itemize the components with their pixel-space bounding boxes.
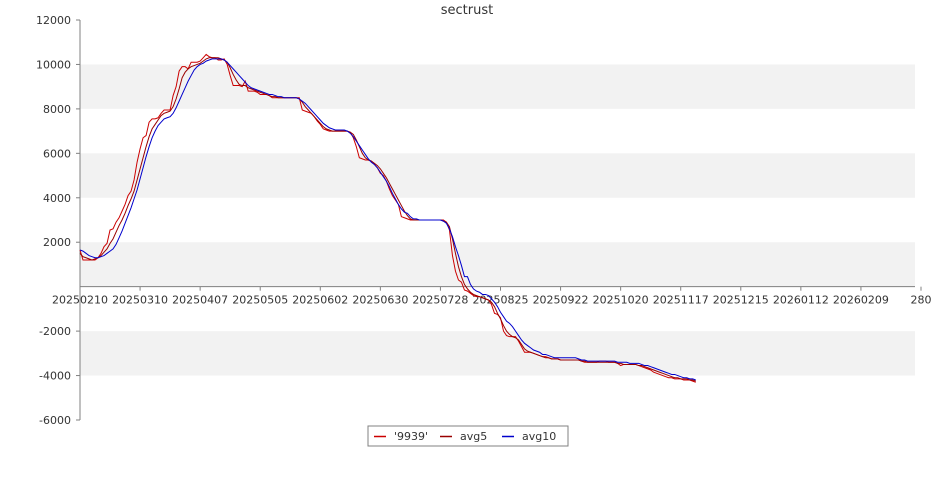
grid-band bbox=[80, 331, 915, 376]
legend: '9939' avg5 avg10 bbox=[367, 425, 569, 447]
y-tick-label: 2000 bbox=[43, 236, 71, 249]
y-tick-label: 6000 bbox=[43, 147, 71, 160]
grid-band bbox=[80, 242, 915, 287]
x-tick-label: 20250602 bbox=[292, 294, 348, 307]
chart-title: sectrust bbox=[441, 3, 493, 18]
x-tick-label: 20250210 bbox=[52, 294, 108, 307]
y-tick-label: -4000 bbox=[39, 370, 71, 383]
x-tick-label: 20250407 bbox=[172, 294, 228, 307]
grid-band bbox=[80, 153, 915, 198]
x-tick-label: 20260112 bbox=[773, 294, 829, 307]
series-lines bbox=[79, 53, 696, 383]
series-line-3 bbox=[79, 58, 696, 381]
y-tick-label: 10000 bbox=[36, 58, 71, 71]
legend-box bbox=[367, 425, 569, 447]
x-tick-labels: 20250210 20250310 20250407 20250505 20250602… bbox=[52, 286, 932, 307]
axes bbox=[79, 20, 915, 420]
grid-band bbox=[80, 64, 915, 109]
grid-bands bbox=[80, 64, 915, 376]
legend-label: '9939' bbox=[394, 430, 428, 443]
y-tick-labels: -6000 -4000 -2000 2000 4000 6000 8000 10000 1200… bbox=[36, 14, 80, 427]
x-tick-label: 20251117 bbox=[653, 294, 709, 307]
y-tick-label: -2000 bbox=[39, 325, 71, 338]
x-tick-label: 280 bbox=[911, 294, 932, 307]
x-tick-label: 20250310 bbox=[112, 294, 168, 307]
y-tick-label: 8000 bbox=[43, 103, 71, 116]
x-tick-label: 20250922 bbox=[533, 294, 589, 307]
x-tick-label: 20250825 bbox=[473, 294, 529, 307]
x-tick-label: 20251020 bbox=[593, 294, 649, 307]
legend-label: avg5 bbox=[460, 430, 487, 443]
x-tick-label: 20250505 bbox=[232, 294, 288, 307]
legend-label: avg10 bbox=[522, 430, 556, 443]
x-tick-label: 20260209 bbox=[833, 294, 889, 307]
y-tick-label: -6000 bbox=[39, 414, 71, 427]
x-tick-label: 20251215 bbox=[713, 294, 769, 307]
y-tick-label: 12000 bbox=[36, 14, 71, 27]
x-tick-label: 20250728 bbox=[412, 294, 468, 307]
series-line-2 bbox=[79, 57, 696, 382]
x-tick-label: 20250630 bbox=[352, 294, 408, 307]
y-tick-label: 4000 bbox=[43, 192, 71, 205]
